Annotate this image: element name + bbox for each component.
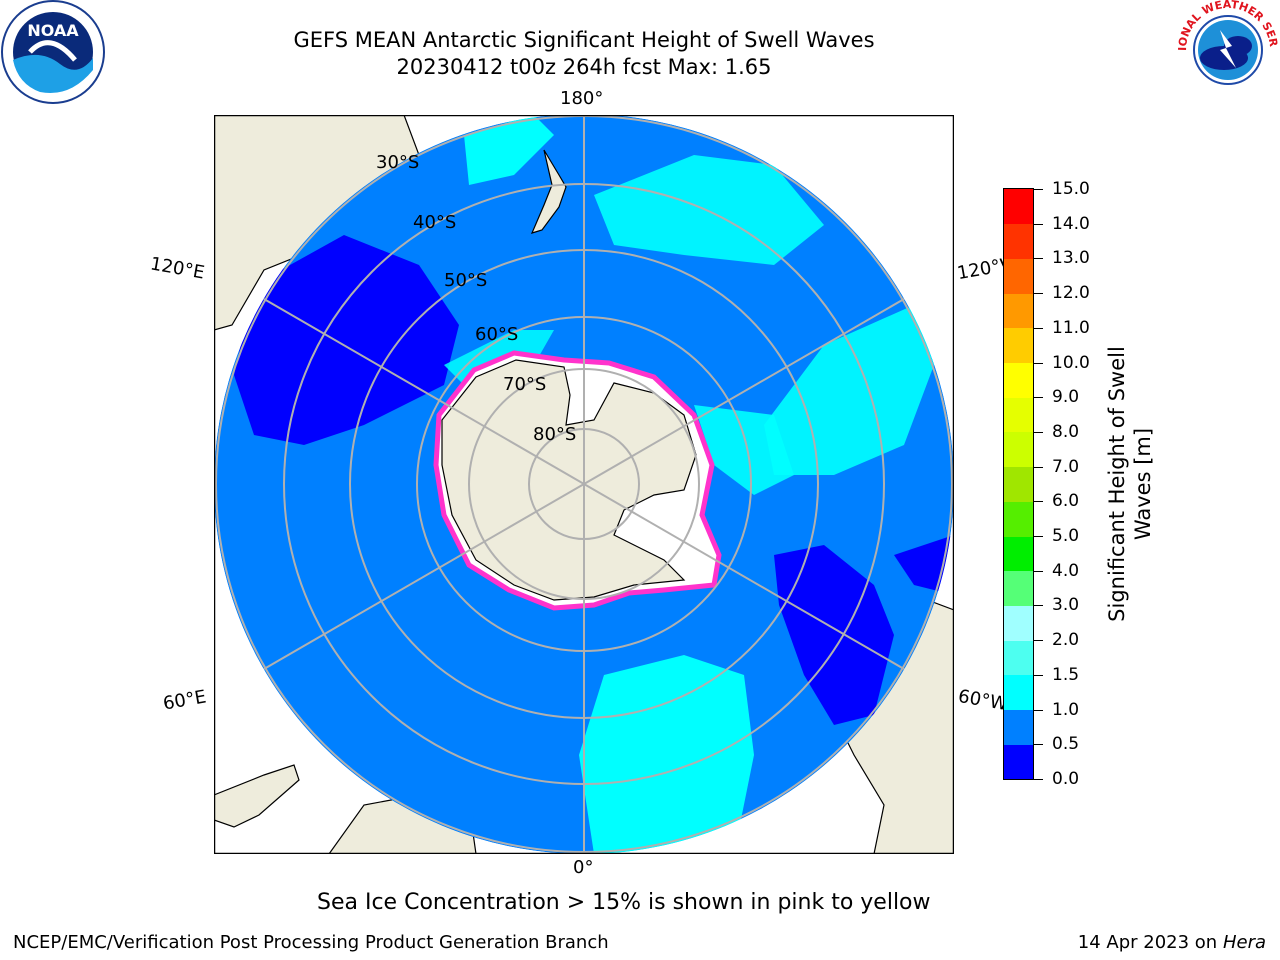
colorbar-tick-label: 0.5 [1052, 734, 1080, 755]
colorbar-tick-label: 13.0 [1052, 248, 1090, 269]
colorbar-tick-label: 6.0 [1052, 491, 1080, 512]
lat-label-40s: 40°S [413, 212, 457, 233]
swell-region-east-pacific [764, 305, 934, 475]
polar-map [214, 115, 954, 854]
colorbar-tick-mark [1034, 466, 1043, 468]
colorbar-tick-label: 8.0 [1052, 421, 1080, 442]
colorbar-tick-label: 12.0 [1052, 283, 1090, 304]
colorbar-tick-mark [1034, 709, 1043, 711]
colorbar-tick-mark [1034, 362, 1043, 364]
colorbar-tick-label: 4.0 [1052, 560, 1080, 581]
colorbar-tick-mark [1034, 431, 1043, 433]
land-madagascar [214, 764, 300, 828]
colorbar-tick-mark [1034, 674, 1043, 676]
svg-text:NOAA: NOAA [27, 21, 79, 40]
colorbar-segment [1004, 293, 1033, 329]
colorbar-segment [1004, 431, 1033, 468]
colorbar-tick-mark [1034, 605, 1043, 607]
colorbar-tick-label: 7.0 [1052, 456, 1080, 477]
colorbar-tick-mark [1034, 258, 1043, 260]
footer-date: 14 Apr 2023 on Hera [1078, 932, 1266, 953]
lon-label-60w: 60°W [956, 685, 1010, 716]
lat-label-80s: 80°S [533, 424, 577, 445]
colorbar-tick-label: 10.0 [1052, 352, 1090, 373]
colorbar-segment [1004, 605, 1033, 641]
swell-region-tasman [464, 115, 554, 185]
colorbar-segment [1004, 466, 1033, 502]
colorbar-segment [1004, 744, 1033, 780]
colorbar-segment [1004, 362, 1033, 398]
sea-ice-note: Sea Ice Concentration > 15% is shown in … [317, 890, 931, 915]
noaa-logo: NOAA [1, 0, 105, 104]
colorbar-tick-label: 2.0 [1052, 630, 1080, 651]
colorbar-tick-mark [1034, 640, 1043, 642]
colorbar-segment [1004, 397, 1033, 433]
colorbar-tick-label: 11.0 [1052, 317, 1090, 338]
colorbar-segment [1004, 640, 1033, 676]
national-weather-service-logo: NATIONAL WEATHER SERVICE [1176, 0, 1280, 97]
lon-label-60e: 60°E [161, 686, 208, 715]
footer-date-text: 14 Apr 2023 on [1077, 932, 1223, 953]
lat-label-70s: 70°S [503, 374, 547, 395]
colorbar-tick-label: 9.0 [1052, 387, 1080, 408]
footer-host: Hera [1222, 932, 1266, 953]
colorbar-tick-mark [1034, 223, 1043, 225]
lat-label-50s: 50°S [444, 270, 488, 291]
colorbar-tick-label: 5.0 [1052, 526, 1080, 547]
colorbar [1003, 188, 1034, 780]
lon-label-120e: 120°E [148, 253, 207, 284]
colorbar-tick-mark [1034, 501, 1043, 503]
swell-region-south-atlantic [579, 655, 754, 854]
footer-credit: NCEP/EMC/Verification Post Processing Pr… [13, 932, 609, 953]
colorbar-tick-mark [1034, 570, 1043, 572]
colorbar-tick-label: 3.0 [1052, 595, 1080, 616]
colorbar-segment [1004, 501, 1033, 537]
colorbar-segment [1004, 570, 1033, 606]
colorbar-label: Significant Height of Swell Waves [m] [1105, 346, 1155, 622]
lat-label-60s: 60°S [475, 324, 519, 345]
colorbar-tick-mark [1034, 779, 1043, 780]
colorbar-tick-mark [1034, 536, 1043, 538]
colorbar-tick-label: 0.0 [1052, 769, 1080, 789]
colorbar-segment [1004, 258, 1033, 294]
colorbar-tick-label: 15.0 [1052, 179, 1090, 199]
swell-region-south-pacific-north [594, 155, 824, 265]
chart-subtitle: 20230412 t00z 264h fcst Max: 1.65 [396, 55, 772, 79]
colorbar-tick-label: 1.0 [1052, 699, 1080, 720]
lon-label-0: 0° [573, 857, 594, 878]
colorbar-segment [1004, 189, 1033, 225]
land-new-zealand [530, 149, 567, 234]
lat-label-30s: 30°S [376, 152, 420, 173]
colorbar-tick-mark [1034, 397, 1043, 399]
colorbar-tick-label: 14.0 [1052, 213, 1090, 234]
colorbar-segment [1004, 536, 1033, 572]
graticule [215, 115, 953, 854]
colorbar-tick-label: 1.5 [1052, 664, 1080, 685]
colorbar-segment [1004, 327, 1033, 364]
lon-label-180: 180° [560, 88, 604, 109]
chart-title: GEFS MEAN Antarctic Significant Height o… [293, 28, 875, 52]
land-antarctica [441, 359, 697, 601]
colorbar-segment [1004, 674, 1033, 711]
colorbar-tick-mark [1034, 744, 1043, 746]
colorbar-tick-mark [1034, 327, 1043, 329]
swell-region-amundsen [694, 405, 794, 495]
calm-region-indian-ocean [234, 235, 459, 445]
colorbar-segment [1004, 709, 1033, 745]
colorbar-segment [1004, 223, 1033, 259]
colorbar-tick-mark [1034, 189, 1043, 190]
colorbar-tick-mark [1034, 293, 1043, 295]
